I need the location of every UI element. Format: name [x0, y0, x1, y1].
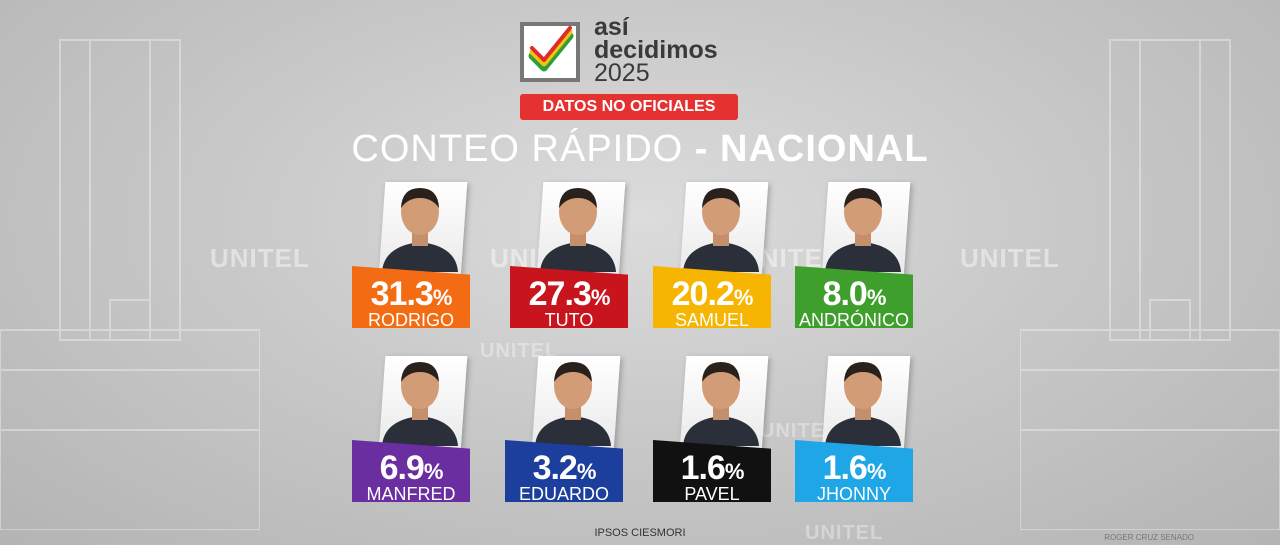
result-bar [510, 266, 628, 328]
percentage-value: 1.6 [680, 449, 726, 487]
percentage-value: 20.2 [671, 275, 735, 313]
percentage-label: 1.6% [653, 451, 771, 489]
candidate-card: 6.9% MANFRED [352, 356, 472, 506]
logo-line-1: así [594, 13, 629, 41]
percentage-unit: % [724, 459, 745, 484]
candidate-portrait [825, 188, 901, 272]
result-bar [352, 440, 470, 502]
candidate-portrait [382, 188, 458, 272]
percentage-label: 8.0% [795, 277, 913, 315]
percentage-value: 27.3 [528, 275, 592, 313]
percentage-label: 31.3% [352, 277, 470, 315]
percentage-label: 20.2% [653, 277, 771, 315]
percentage-value: 31.3 [370, 275, 434, 313]
candidate-name: TUTO [544, 310, 594, 330]
building-silhouette-right [1020, 39, 1280, 530]
candidate-name: SAMUEL [674, 310, 750, 330]
watermark: UNITEL [960, 243, 1060, 273]
percentage-unit: % [423, 459, 444, 484]
candidate-portrait [535, 362, 611, 446]
percentage-unit: % [733, 285, 754, 310]
candidate-card: 1.6% PAVEL [653, 356, 773, 506]
watermark: UNITEL [210, 243, 310, 273]
percentage-value: 3.2 [532, 449, 578, 487]
candidate-name: ANDRÓNICO [798, 310, 909, 330]
result-bar [795, 266, 913, 328]
result-bar [653, 266, 771, 328]
candidate-name: EDUARDO [518, 484, 609, 504]
result-bar [653, 440, 771, 502]
percentage-unit: % [866, 285, 887, 310]
percentage-value: 1.6 [822, 449, 868, 487]
percentage-label: 27.3% [510, 277, 628, 315]
percentage-label: 3.2% [505, 451, 623, 489]
percentage-value: 6.9 [379, 449, 425, 487]
candidate-portrait [382, 362, 458, 446]
page-title: CONTEO RÁPIDO - NACIONAL [0, 128, 1280, 171]
title-separator: - [683, 128, 721, 170]
photo-credit: ROGER CRUZ SENADO [1104, 533, 1194, 542]
watermark: UNITEL [760, 420, 839, 442]
result-bar [352, 266, 470, 328]
candidate-name: RODRIGO [367, 310, 454, 330]
candidate-portrait [540, 188, 616, 272]
title-bold: NACIONAL [720, 128, 929, 170]
result-bar [795, 440, 913, 502]
candidate-card: 20.2% SAMUEL [653, 182, 773, 332]
result-bar [505, 440, 623, 502]
candidate-card: 3.2% EDUARDO [505, 356, 625, 506]
logo-wordmark: así decidimos 2025 [594, 13, 718, 87]
candidate-name: MANFRED [366, 484, 456, 504]
percentage-unit: % [590, 285, 611, 310]
watermark: UNITEL [805, 522, 884, 544]
candidate-card: 27.3% TUTO [510, 182, 630, 332]
candidate-card: 31.3% RODRIGO [352, 182, 472, 332]
percentage-label: 1.6% [795, 451, 913, 489]
title-light: CONTEO RÁPIDO [351, 128, 684, 170]
unofficial-data-badge: DATOS NO OFICIALES [520, 94, 738, 120]
candidate-card: 1.6% JHONNY [795, 356, 915, 506]
percentage-label: 6.9% [352, 451, 470, 489]
logo-year: 2025 [594, 59, 650, 87]
candidate-portrait [683, 188, 759, 272]
percentage-value: 8.0 [822, 275, 868, 313]
candidate-card: 8.0% ANDRÓNICO [795, 182, 915, 332]
percentage-unit: % [866, 459, 887, 484]
percentage-unit: % [432, 285, 453, 310]
asi-decidimos-logo: así decidimos 2025 [520, 13, 760, 87]
candidate-portrait [825, 362, 901, 446]
candidate-portrait [683, 362, 759, 446]
candidate-name: PAVEL [684, 484, 740, 504]
building-silhouette-left [0, 39, 260, 530]
checkbox-logo-icon [520, 22, 580, 82]
source-label: IPSOS CIESMORI [594, 527, 686, 539]
percentage-unit: % [576, 459, 597, 484]
candidate-name: JHONNY [816, 484, 891, 504]
logo-line-2: decidimos [594, 36, 718, 64]
